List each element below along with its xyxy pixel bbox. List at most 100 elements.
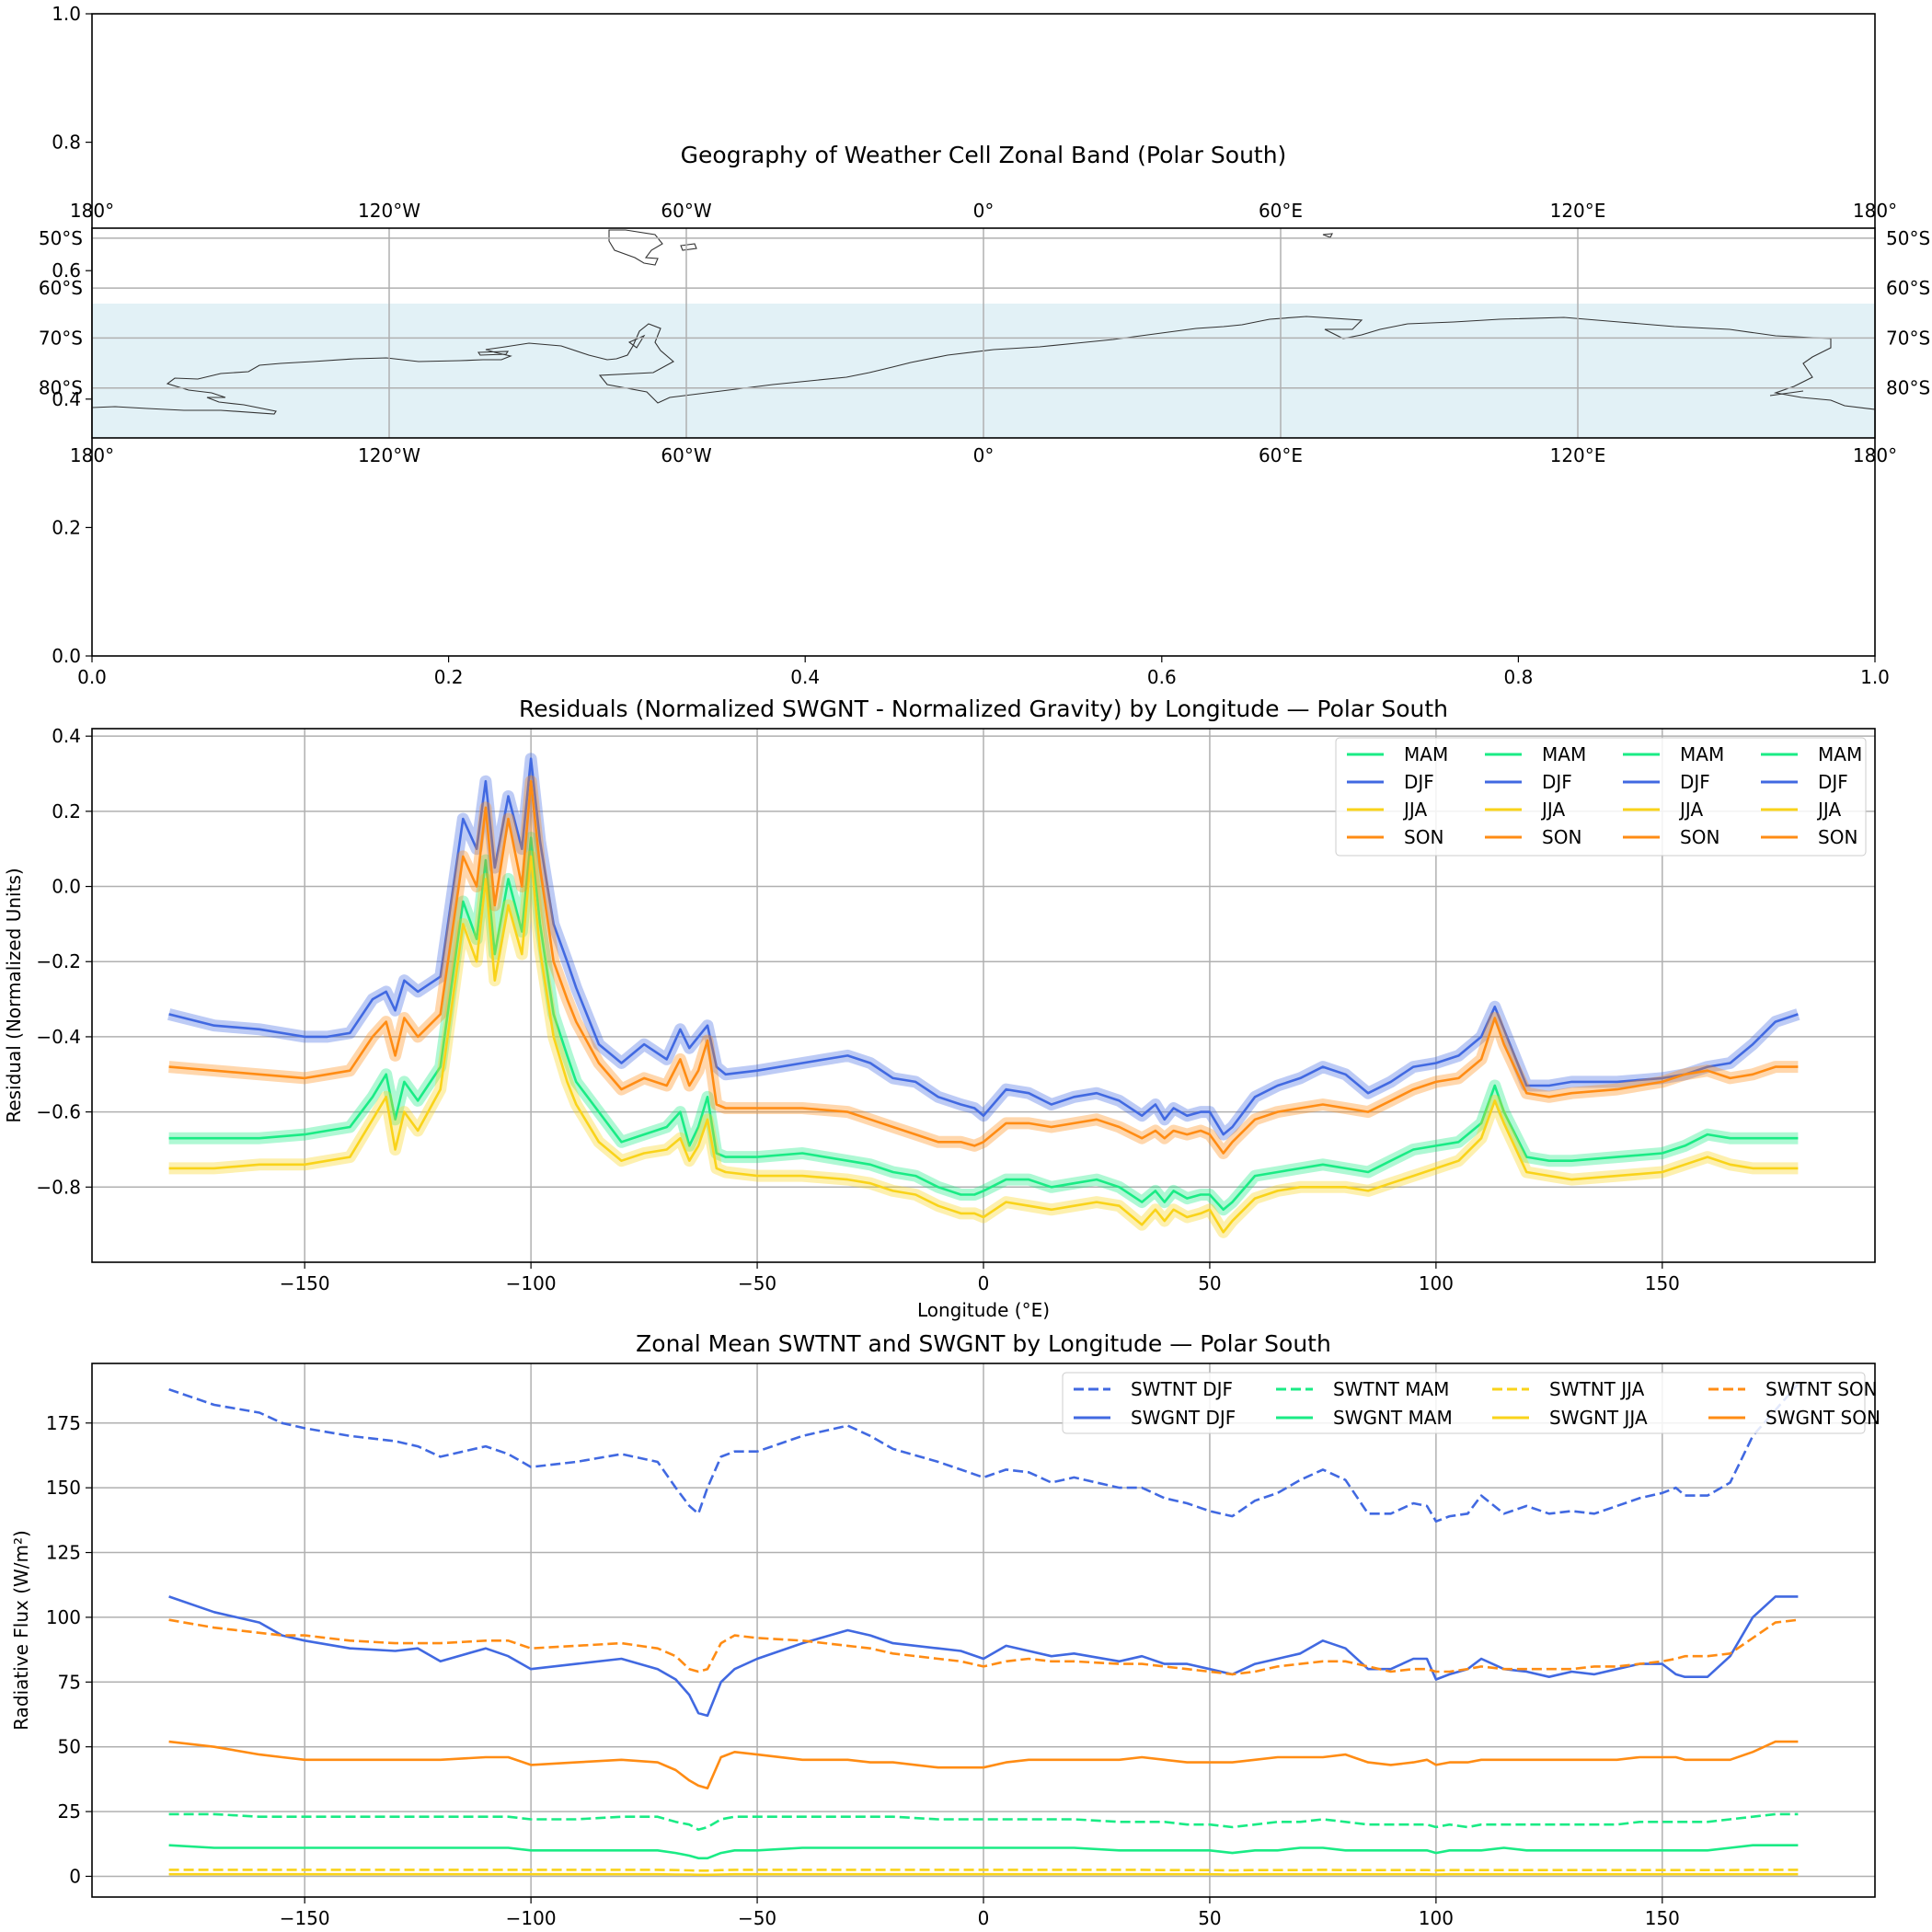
map-lon-label-top: 120°E — [1550, 200, 1606, 222]
flux-ytick-label: 0 — [69, 1865, 81, 1887]
south-georgia — [1322, 233, 1333, 238]
map-lon-label-bottom: 60°W — [661, 444, 711, 466]
flux-legend-label: SWGNT JJA — [1549, 1407, 1648, 1429]
map-gridlines — [91, 228, 1876, 438]
flux-ytick-label: 100 — [46, 1606, 81, 1628]
flux-ytick-label: 50 — [58, 1736, 81, 1758]
flux-xtick-label: 150 — [1645, 1907, 1680, 1929]
flux-ytick-label: 25 — [58, 1800, 81, 1823]
flux-gridlines — [92, 1363, 1875, 1897]
residual-legend-label: MAM — [1542, 743, 1586, 765]
residual-legend-label: MAM — [1404, 743, 1448, 765]
flux-title: Zonal Mean SWTNT and SWGNT by Longitude … — [636, 1330, 1331, 1357]
alexander-island — [627, 334, 646, 349]
map-outer-ytick-label: 0.4 — [52, 388, 81, 410]
map-lon-label-bottom: 180° — [70, 444, 114, 466]
map-lon-label-bottom: 120°E — [1550, 444, 1606, 466]
residual-legend-label: JJA — [1816, 799, 1841, 821]
map-lat-label-right: 60°S — [1886, 277, 1930, 299]
residual-ytick-label: −0.6 — [36, 1101, 81, 1123]
flux-legend-label: SWTNT JJA — [1549, 1378, 1645, 1400]
map-lon-label-bottom: 60°E — [1259, 444, 1303, 466]
residual-xtick-label: 50 — [1198, 1272, 1221, 1294]
map-outer-ytick-label: 0.8 — [52, 132, 81, 154]
residual-xtick-label: −100 — [506, 1272, 557, 1294]
residual-ytick-label: −0.8 — [36, 1176, 81, 1198]
map-lat-label-left: 50°S — [39, 227, 83, 249]
map-longitude-labels-top: 180° 120°W 60°W 0° 60°E 120°E 180° — [70, 200, 1897, 222]
flux-series — [168, 1383, 1800, 1877]
map-outer-xtick-label: 0.0 — [77, 666, 107, 688]
map-lat-label-left: 80°S — [39, 377, 83, 399]
thurston-island — [477, 351, 510, 356]
residual-line-mam — [168, 836, 1799, 1212]
map-outer-ytick-label: 0.0 — [52, 645, 81, 667]
residual-legend-label: SON — [1818, 826, 1857, 848]
flux-legend-label: SWGNT SON — [1765, 1407, 1880, 1429]
flux-line-swgnt-mam — [168, 1844, 1799, 1860]
residual-legend-label: DJF — [1404, 771, 1434, 793]
residual-title: Residuals (Normalized SWGNT - Normalized… — [519, 696, 1448, 722]
flux-legend-label: SWTNT SON — [1765, 1378, 1878, 1400]
map-lon-label-top: 60°E — [1259, 200, 1303, 222]
residual-series — [167, 753, 1800, 1238]
map-title: Geography of Weather Cell Zonal Band (Po… — [681, 142, 1287, 168]
map-lat-label-left: 60°S — [39, 277, 83, 299]
residual-legend-label: JJA — [1540, 799, 1565, 821]
ross-ice-shelf-edge — [1769, 390, 1804, 397]
flux-line-swgnt-son — [168, 1740, 1799, 1789]
map-outer-xtick-label: 0.4 — [790, 666, 820, 688]
map-lon-label-bottom: 120°W — [358, 444, 420, 466]
residual-legend-label: DJF — [1818, 771, 1848, 793]
residual-xtick-label: −150 — [280, 1272, 330, 1294]
map-outer-ytick-label: 0.6 — [52, 259, 81, 282]
map-lon-label-top: 60°W — [661, 200, 711, 222]
residual-ytick-label: 0.4 — [52, 725, 81, 747]
flux-xtick-label: 100 — [1419, 1907, 1454, 1929]
residual-legend-label: DJF — [1542, 771, 1572, 793]
map-lon-label-bottom: 0° — [973, 444, 995, 466]
flux-ytick-label: 75 — [58, 1671, 81, 1693]
map-outer-xtick-label: 1.0 — [1860, 666, 1890, 688]
flux-line-swtnt-mam — [168, 1812, 1799, 1832]
flux-line-swgnt-djf — [168, 1595, 1799, 1718]
residual-ytick-label: 0.0 — [52, 876, 81, 898]
residual-panel: Residuals (Normalized SWGNT - Normalized… — [3, 696, 1876, 1321]
residual-ylabel: Residual (Normalized Units) — [3, 868, 25, 1122]
residual-line-djf — [168, 757, 1799, 1136]
residual-line-son — [168, 779, 1799, 1155]
map-latitude-labels-left: 50°S 60°S 70°S 80°S — [39, 227, 83, 399]
map-lon-label-top: 120°W — [358, 200, 420, 222]
flux-legend-label: SWGNT MAM — [1333, 1407, 1453, 1429]
south-america-tip — [608, 229, 663, 266]
flux-xtick-label: −50 — [738, 1907, 776, 1929]
flux-ytick-label: 150 — [46, 1477, 81, 1499]
residual-ticks: −150 −100 −50 0 50 100 150 −0.8 −0.6 −0.4 −0.2 0.0 0… — [36, 725, 1679, 1294]
residual-legend-label: MAM — [1818, 743, 1862, 765]
residual-xtick-label: −50 — [738, 1272, 776, 1294]
flux-xtick-label: 50 — [1198, 1907, 1221, 1929]
map-lon-label-top: 180° — [70, 200, 114, 222]
map-outer-xtick-label: 0.2 — [434, 666, 464, 688]
flux-ticks: −150 −100 −50 0 50 100 150 0 25 50 75 100 125 150 175 — [46, 1412, 1680, 1929]
flux-legend-box — [1062, 1372, 1866, 1434]
map-outer-ytick-label: 0.2 — [52, 516, 81, 538]
residual-xtick-label: 0 — [978, 1272, 990, 1294]
residual-legend-box — [1335, 737, 1867, 857]
residual-xtick-label: 100 — [1419, 1272, 1454, 1294]
residual-legend-label: JJA — [1402, 799, 1427, 821]
map-outer-ticks: 0.0 0.2 0.4 0.6 0.8 1.0 0.0 0.2 0.4 0.6 0.8 1.0 — [52, 3, 1890, 688]
flux-legend-label: SWTNT MAM — [1333, 1378, 1449, 1400]
residual-legend-label: SON — [1680, 826, 1719, 848]
flux-panel: Zonal Mean SWTNT and SWGNT by Longitude … — [10, 1330, 1880, 1929]
residual-ytick-label: 0.2 — [52, 800, 81, 822]
map-outer-xtick-label: 0.8 — [1503, 666, 1533, 688]
residual-ytick-label: −0.4 — [36, 1026, 81, 1048]
residual-legend-label: DJF — [1680, 771, 1710, 793]
falkland-islands — [680, 243, 697, 251]
flux-xtick-label: −150 — [280, 1907, 330, 1929]
flux-line-swgnt-jja — [168, 1872, 1799, 1877]
residual-xlabel: Longitude (°E) — [917, 1299, 1050, 1321]
map-longitude-labels-bottom: 180° 120°W 60°W 0° 60°E 120°E 180° — [70, 444, 1897, 466]
